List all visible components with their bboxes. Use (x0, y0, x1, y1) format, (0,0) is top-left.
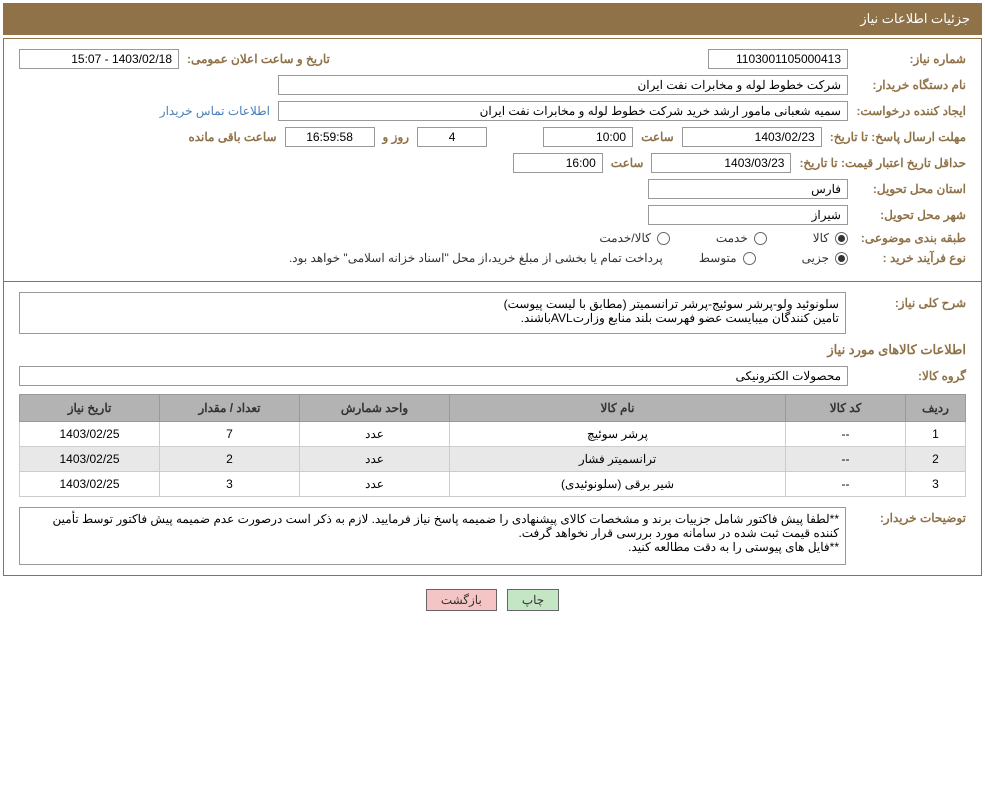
table-cell: 3 (160, 472, 300, 497)
process-label: نوع فرآیند خرید : (856, 251, 966, 265)
col-name: نام کالا (450, 395, 786, 422)
description-section: شرح کلی نیاز: اطلاعات کالاهای مورد نیاز … (4, 282, 981, 575)
province-value: فارس (648, 179, 848, 199)
table-cell: 1403/02/25 (20, 472, 160, 497)
radio-medium[interactable]: متوسط (699, 251, 756, 265)
table-cell: 1403/02/25 (20, 422, 160, 447)
goods-table: ردیف کد کالا نام کالا واحد شمارش تعداد /… (19, 394, 966, 497)
announce-label: تاریخ و ساعت اعلان عمومی: (187, 52, 330, 66)
col-date: تاریخ نیاز (20, 395, 160, 422)
table-cell: 7 (160, 422, 300, 447)
general-desc-text (19, 292, 846, 334)
form-section: شماره نیاز: 1103001105000413 تاریخ و ساع… (4, 39, 981, 282)
response-time: 10:00 (543, 127, 633, 147)
days-remaining: 4 (417, 127, 487, 147)
table-cell: 3 (906, 472, 966, 497)
buyer-org-value: شرکت خطوط لوله و مخابرات نفت ایران (278, 75, 848, 95)
table-cell: پرشر سوئیچ (450, 422, 786, 447)
page-header: جزئیات اطلاعات نیاز (3, 3, 982, 35)
table-row: 2--ترانسمیتر فشارعدد21403/02/25 (20, 447, 966, 472)
main-container: شماره نیاز: 1103001105000413 تاریخ و ساع… (3, 38, 982, 576)
city-label: شهر محل تحویل: (856, 208, 966, 222)
col-code: کد کالا (786, 395, 906, 422)
contact-link[interactable]: اطلاعات تماس خریدار (160, 104, 270, 118)
price-validity-time: 16:00 (513, 153, 603, 173)
print-button[interactable]: چاپ (507, 589, 559, 611)
table-cell: عدد (300, 472, 450, 497)
group-value: محصولات الکترونیکی (19, 366, 848, 386)
table-cell: 2 (160, 447, 300, 472)
requester-value: سمیه شعبانی مامور ارشد خرید شرکت خطوط لو… (278, 101, 848, 121)
table-header-row: ردیف کد کالا نام کالا واحد شمارش تعداد /… (20, 395, 966, 422)
requester-label: ایجاد کننده درخواست: (856, 104, 966, 118)
radio-goods[interactable]: کالا (813, 231, 848, 245)
table-row: 3--شیر برقی (سلونوئیدی)عدد31403/02/25 (20, 472, 966, 497)
radio-service-circle (754, 232, 767, 245)
table-cell: -- (786, 447, 906, 472)
back-button[interactable]: بازگشت (426, 589, 497, 611)
price-validity-label: حداقل تاریخ اعتبار قیمت: تا تاریخ: (799, 156, 966, 170)
table-cell: 1 (906, 422, 966, 447)
hours-label: ساعت باقی مانده (188, 130, 276, 144)
button-row: چاپ بازگشت (0, 579, 985, 621)
buyer-notes-label: توضیحات خریدار: (856, 507, 966, 525)
days-label: روز و (383, 130, 410, 144)
radio-partial[interactable]: جزیی (802, 251, 848, 265)
category-label: طبقه بندی موضوعی: (856, 231, 966, 245)
goods-section-title: اطلاعات کالاهای مورد نیاز (19, 342, 966, 358)
buyer-notes-text (19, 507, 846, 565)
table-cell: شیر برقی (سلونوئیدی) (450, 472, 786, 497)
group-label: گروه کالا: (856, 369, 966, 383)
response-deadline-label: مهلت ارسال پاسخ: تا تاریخ: (830, 130, 966, 144)
table-cell: عدد (300, 422, 450, 447)
time-label-2: ساعت (611, 156, 644, 170)
price-validity-date: 1403/03/23 (651, 153, 791, 173)
radio-goods-circle (835, 232, 848, 245)
table-row: 1--پرشر سوئیچعدد71403/02/25 (20, 422, 966, 447)
process-note: پرداخت تمام یا بخشی از مبلغ خرید،از محل … (289, 251, 663, 265)
col-row: ردیف (906, 395, 966, 422)
table-cell: ترانسمیتر فشار (450, 447, 786, 472)
radio-partial-circle (835, 252, 848, 265)
table-cell: عدد (300, 447, 450, 472)
page-title: جزئیات اطلاعات نیاز (860, 11, 970, 26)
province-label: استان محل تحویل: (856, 182, 966, 196)
buyer-org-label: نام دستگاه خریدار: (856, 78, 966, 92)
announce-value: 1403/02/18 - 15:07 (19, 49, 179, 69)
radio-medium-circle (743, 252, 756, 265)
general-desc-label: شرح کلی نیاز: (856, 292, 966, 310)
id-value: 1103001105000413 (708, 49, 848, 69)
table-cell: -- (786, 472, 906, 497)
radio-goods-service-circle (657, 232, 670, 245)
table-cell: 1403/02/25 (20, 447, 160, 472)
city-value: شیراز (648, 205, 848, 225)
table-cell: 2 (906, 447, 966, 472)
time-label-1: ساعت (641, 130, 674, 144)
hours-remaining: 16:59:58 (285, 127, 375, 147)
response-date: 1403/02/23 (682, 127, 822, 147)
radio-service[interactable]: خدمت (716, 231, 767, 245)
table-cell: -- (786, 422, 906, 447)
col-unit: واحد شمارش (300, 395, 450, 422)
id-label: شماره نیاز: (856, 52, 966, 66)
col-qty: تعداد / مقدار (160, 395, 300, 422)
radio-goods-service[interactable]: کالا/خدمت (599, 231, 669, 245)
